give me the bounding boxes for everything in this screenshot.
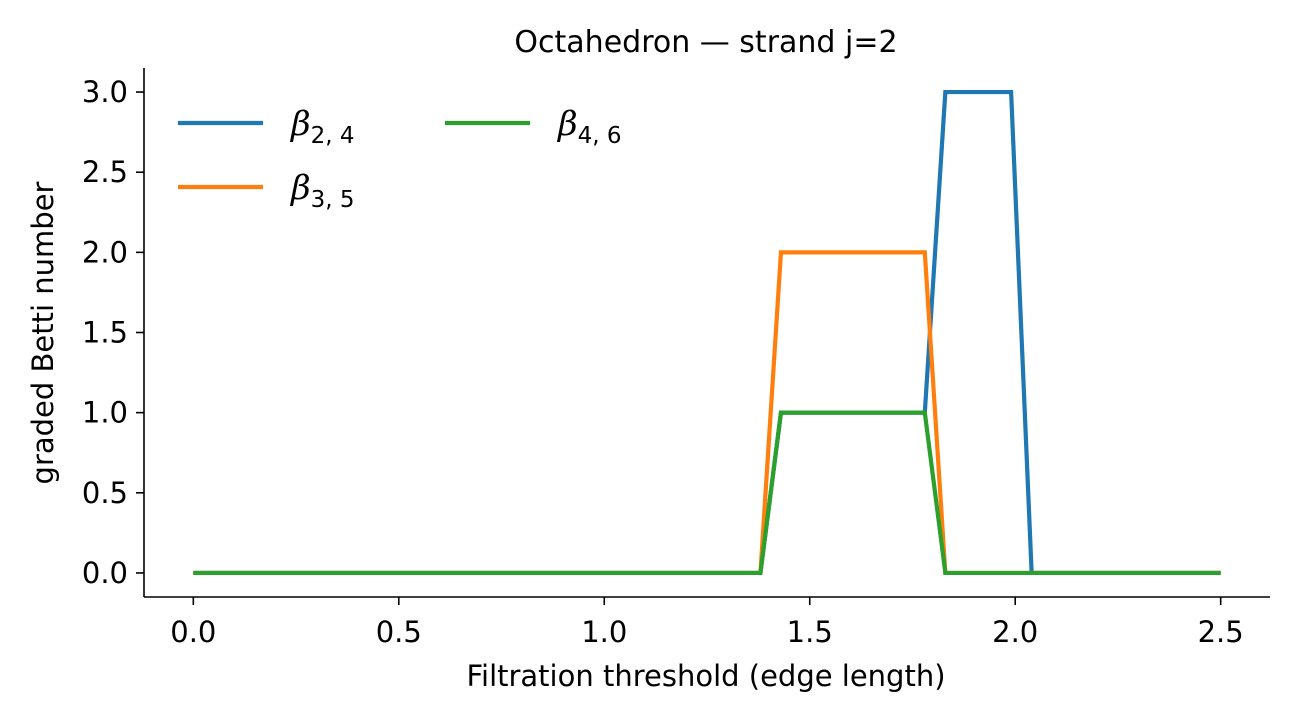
- y-axis-title: graded Betti number: [26, 181, 60, 484]
- legend-symbol: β: [556, 104, 578, 144]
- chart-title: Octahedron — strand j=2: [514, 25, 897, 60]
- legend-symbol: β: [289, 168, 311, 208]
- legend-label: β3, 5: [289, 168, 355, 213]
- legend-subscript: 2, 4: [311, 123, 355, 149]
- legend-label: β4, 6: [556, 104, 622, 149]
- legend-item: β4, 6: [445, 104, 622, 149]
- y-tick-label: 2.5: [82, 155, 128, 189]
- legend-subscript: 4, 6: [578, 123, 622, 149]
- series-line-1: [193, 89, 1221, 576]
- y-tick-label: 1.0: [82, 396, 128, 430]
- y-tick-label: 3.0: [82, 75, 128, 109]
- x-tick-label: 2.5: [1198, 615, 1244, 649]
- y-tick-label: 0.5: [82, 476, 128, 510]
- legend-item: β3, 5: [178, 168, 355, 213]
- legend: β2, 4β3, 5β4, 6: [178, 104, 622, 213]
- x-axis-title: Filtration threshold (edge length): [466, 659, 945, 693]
- y-ticks: 0.0 0.5 1.0 1.5 2.0 2.5 3.0: [82, 75, 144, 590]
- x-tick-label: 1.5: [787, 615, 833, 649]
- legend-subscript: 3, 5: [311, 187, 355, 213]
- series-layer: [193, 89, 1221, 576]
- legend-label: β2, 4: [289, 104, 355, 149]
- legend-symbol: β: [289, 104, 311, 144]
- x-tick-label: 2.0: [992, 615, 1038, 649]
- x-ticks: 0.0 0.5 1.0 1.5 2.0 2.5: [170, 597, 1244, 649]
- series-line-2: [193, 250, 1221, 576]
- y-tick-label: 1.5: [82, 316, 128, 350]
- x-tick-label: 1.0: [581, 615, 627, 649]
- legend-item: β2, 4: [178, 104, 355, 149]
- x-tick-label: 0.0: [170, 615, 216, 649]
- plot-area: 0.0 0.5 1.0 1.5 2.0 2.5 0.0 0.5 1.0 1.5 2.0 2.5 3.0: [82, 68, 1270, 649]
- x-tick-label: 0.5: [376, 615, 422, 649]
- y-tick-label: 2.0: [82, 235, 128, 269]
- series-line-3: [193, 410, 1221, 576]
- y-tick-label: 0.0: [82, 556, 128, 590]
